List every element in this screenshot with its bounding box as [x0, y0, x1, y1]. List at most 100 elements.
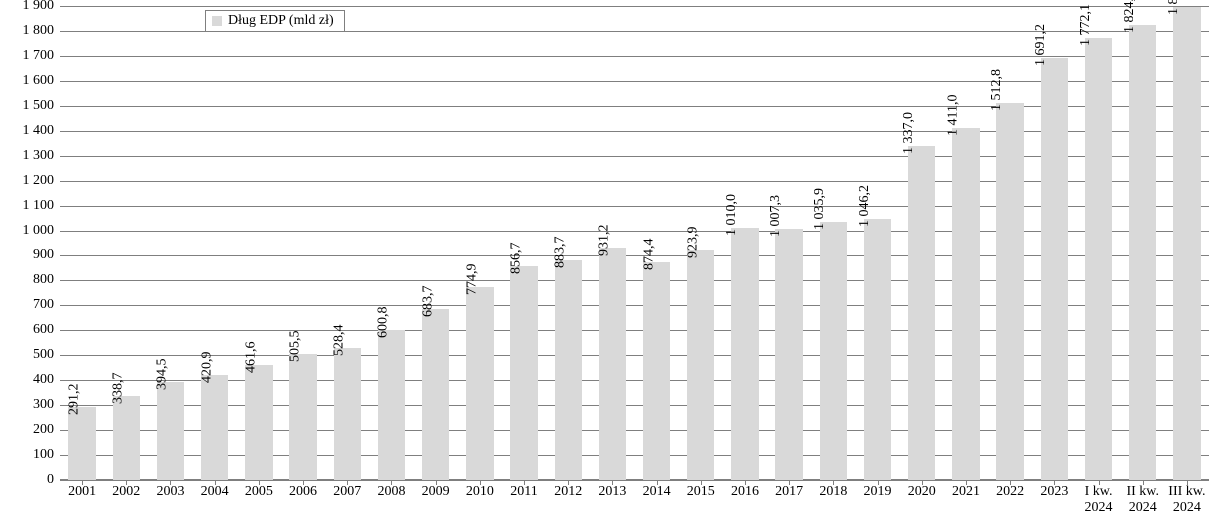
bar-slot: 1 691,22023: [1032, 6, 1076, 480]
x-category-label: 2004: [201, 480, 229, 500]
bar-slot: 774,92010: [458, 6, 502, 480]
bar: 600,8: [378, 330, 405, 480]
bar-slot: 683,72009: [414, 6, 458, 480]
x-category-label: 2020: [908, 480, 936, 500]
bar-slot: 1 824,5II kw.2024: [1121, 6, 1165, 480]
x-category-label: 2010: [466, 480, 494, 500]
bar-value-label: 774,9: [464, 263, 480, 295]
bar-slot: 1 007,32017: [767, 6, 811, 480]
bar: 874,4: [643, 262, 670, 480]
x-category-label: 2015: [687, 480, 715, 500]
bar-slot: 1 046,22019: [855, 6, 899, 480]
bar-value-label: 1 824,5: [1122, 0, 1138, 33]
bar-slot: 505,52006: [281, 6, 325, 480]
bar-slot: 1 337,02020: [900, 6, 944, 480]
y-tick-label: 700: [33, 297, 60, 313]
bar-slot: 1 010,02016: [723, 6, 767, 480]
y-tick-label: 1 400: [23, 123, 61, 139]
bar: 1 897,1: [1173, 7, 1200, 480]
bar-value-label: 883,7: [552, 236, 568, 268]
y-tick-label: 1 100: [23, 198, 61, 214]
x-category-label: 2008: [377, 480, 405, 500]
bar: 1 010,0: [731, 228, 758, 480]
legend: Dług EDP (mld zł): [205, 10, 345, 32]
bar-slot: 874,42014: [635, 6, 679, 480]
bar-value-label: 1 010,0: [724, 194, 740, 236]
bar: 931,2: [599, 248, 626, 480]
bar-value-label: 1 897,1: [1166, 0, 1182, 15]
x-category-label: III kw.2024: [1168, 480, 1205, 516]
bar-value-label: 420,9: [199, 352, 215, 384]
bar-slot: 338,72002: [104, 6, 148, 480]
bar: 856,7: [510, 266, 537, 480]
bar-slot: 856,72011: [502, 6, 546, 480]
y-tick-label: 800: [33, 272, 60, 288]
bar-value-label: 1 007,3: [768, 195, 784, 237]
bar-value-label: 1 772,1: [1078, 4, 1094, 46]
y-tick-label: 1 300: [23, 148, 61, 164]
bar-slot: 461,62005: [237, 6, 281, 480]
y-tick-label: 1 700: [23, 48, 61, 64]
x-category-label: 2003: [156, 480, 184, 500]
y-tick-label: 300: [33, 397, 60, 413]
bar-slot: 931,22013: [590, 6, 634, 480]
bar-value-label: 394,5: [155, 358, 171, 390]
x-category-label: I kw.2024: [1085, 480, 1113, 516]
bar: 683,7: [422, 309, 449, 480]
x-category-label: 2007: [333, 480, 361, 500]
y-tick-label: 1 900: [23, 0, 61, 14]
bar-value-label: 338,7: [111, 372, 127, 404]
x-category-label: 2019: [864, 480, 892, 500]
y-tick-label: 1 500: [23, 98, 61, 114]
plot-area: 01002003004005006007008009001 0001 1001 …: [60, 6, 1209, 480]
bar-value-label: 874,4: [641, 238, 657, 270]
bar-value-label: 923,9: [685, 226, 701, 258]
bar-slot: 600,82008: [369, 6, 413, 480]
x-category-label: 2002: [112, 480, 140, 500]
x-category-label: 2001: [68, 480, 96, 500]
y-tick-label: 1 000: [23, 223, 61, 239]
bar-slot: 394,52003: [148, 6, 192, 480]
bar-slot: 1 772,1I kw.2024: [1076, 6, 1120, 480]
bar-value-label: 1 035,9: [812, 188, 828, 230]
bar-slot: 291,22001: [60, 6, 104, 480]
bar: 338,7: [113, 396, 140, 480]
bar-slot: 1 411,02021: [944, 6, 988, 480]
bar-value-label: 291,2: [66, 384, 82, 416]
x-category-label: 2012: [554, 480, 582, 500]
bar: 883,7: [555, 260, 582, 480]
bar-value-label: 461,6: [243, 341, 259, 373]
x-category-label: 2005: [245, 480, 273, 500]
bars-layer: 291,22001338,72002394,52003420,92004461,…: [60, 6, 1209, 480]
legend-label: Dług EDP (mld zł): [228, 13, 334, 29]
bar-value-label: 505,5: [287, 330, 303, 362]
bar: 291,2: [68, 407, 95, 480]
edp-debt-chart: 01002003004005006007008009001 0001 1001 …: [0, 0, 1221, 520]
bar-slot: 1 035,92018: [811, 6, 855, 480]
x-category-label: 2014: [643, 480, 671, 500]
bar-value-label: 856,7: [508, 243, 524, 275]
x-category-label: 2013: [598, 480, 626, 500]
y-tick-label: 0: [47, 472, 60, 488]
bar-value-label: 1 337,0: [901, 112, 917, 154]
y-tick-label: 1 200: [23, 173, 61, 189]
x-category-label: 2022: [996, 480, 1024, 500]
y-tick-label: 400: [33, 372, 60, 388]
y-tick-label: 500: [33, 347, 60, 363]
y-tick-label: 1 600: [23, 73, 61, 89]
bar-value-label: 1 046,2: [857, 185, 873, 227]
x-category-label: 2011: [510, 480, 537, 500]
bar: 505,5: [289, 354, 316, 480]
bar-value-label: 931,2: [597, 224, 613, 256]
x-category-label: 2018: [819, 480, 847, 500]
bar: 1 512,8: [996, 103, 1023, 480]
bar: 1 007,3: [775, 229, 802, 480]
bar-slot: 1 512,82022: [988, 6, 1032, 480]
bar-slot: 528,42007: [325, 6, 369, 480]
x-category-label: II kw.2024: [1126, 480, 1159, 516]
bar: 528,4: [334, 348, 361, 480]
y-tick-label: 900: [33, 247, 60, 263]
bar-value-label: 1 411,0: [945, 95, 961, 136]
y-tick-label: 1 800: [23, 23, 61, 39]
bar: 461,6: [245, 365, 272, 480]
